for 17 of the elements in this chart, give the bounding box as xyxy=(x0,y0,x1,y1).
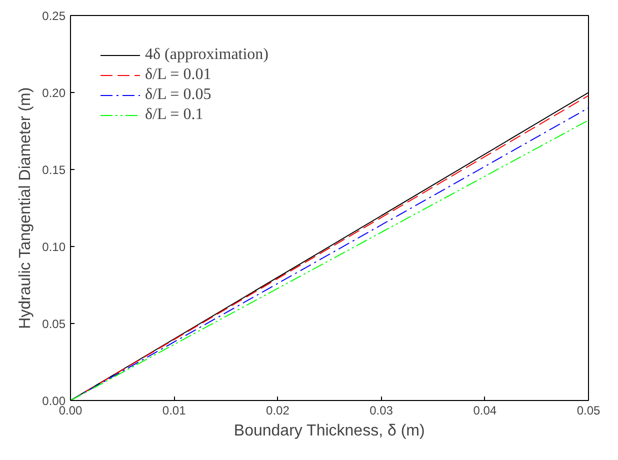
x-tick-label: 0.00 xyxy=(58,404,83,418)
y-tick-label: 0.20 xyxy=(42,86,66,100)
x-tick-label: 0.04 xyxy=(473,404,497,418)
y-tick-label: 0.25 xyxy=(42,9,66,23)
y-tick-label: 0.10 xyxy=(42,240,66,254)
legend-label: δ/L = 0.01 xyxy=(145,66,212,84)
x-axis-title: Boundary Thickness, δ (m) xyxy=(234,422,425,440)
legend-label: δ/L = 0.1 xyxy=(145,106,204,124)
y-tick-label: 0.15 xyxy=(42,163,66,177)
y-tick-label: 0.05 xyxy=(42,317,66,331)
x-tick-label: 0.03 xyxy=(370,404,394,418)
legend-label: δ/L = 0.05 xyxy=(145,86,212,104)
legend-label: 4δ (approximation) xyxy=(145,46,269,64)
x-tick-label: 0.01 xyxy=(162,404,186,418)
x-tick-label: 0.02 xyxy=(266,404,290,418)
y-axis-title: Hydraulic Tangential Diameter (m) xyxy=(17,87,34,329)
x-tick-label: 0.05 xyxy=(576,404,601,418)
